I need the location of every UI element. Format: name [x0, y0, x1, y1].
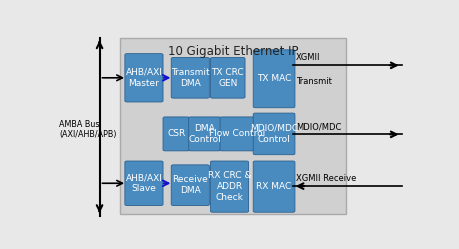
FancyBboxPatch shape — [171, 165, 209, 205]
Text: XGMII: XGMII — [295, 54, 319, 62]
FancyBboxPatch shape — [210, 58, 245, 98]
Text: MDIO/MDC: MDIO/MDC — [295, 123, 340, 131]
Text: TX CRC
GEN: TX CRC GEN — [211, 68, 244, 88]
Text: RX CRC &
ADDR
Check: RX CRC & ADDR Check — [207, 171, 251, 202]
FancyBboxPatch shape — [124, 54, 162, 102]
FancyBboxPatch shape — [162, 117, 189, 151]
Text: Receive
DMA: Receive DMA — [172, 175, 208, 195]
FancyBboxPatch shape — [188, 117, 220, 151]
Text: AHB/AXI
Slave: AHB/AXI Slave — [125, 173, 162, 193]
Text: XGMII Receive: XGMII Receive — [295, 174, 355, 183]
FancyBboxPatch shape — [252, 113, 294, 155]
Text: AMBA Bus
(AXI/AHB/APB): AMBA Bus (AXI/AHB/APB) — [59, 120, 117, 139]
FancyBboxPatch shape — [124, 161, 162, 205]
FancyBboxPatch shape — [171, 58, 209, 98]
Text: DMA
Control: DMA Control — [188, 124, 221, 144]
Text: Transmit: Transmit — [295, 77, 331, 86]
Text: RX MAC: RX MAC — [256, 182, 291, 191]
Text: Transmit
DMA: Transmit DMA — [171, 68, 209, 88]
Text: 10 Gigabit Ethernet IP: 10 Gigabit Ethernet IP — [168, 45, 298, 58]
FancyBboxPatch shape — [210, 161, 248, 212]
Text: CSR: CSR — [167, 129, 185, 138]
FancyBboxPatch shape — [219, 117, 254, 151]
Text: Flow Control: Flow Control — [209, 129, 265, 138]
Text: AHB/AXI
Master: AHB/AXI Master — [125, 68, 162, 88]
FancyBboxPatch shape — [252, 50, 294, 108]
FancyBboxPatch shape — [120, 38, 346, 214]
FancyBboxPatch shape — [252, 161, 294, 212]
Text: TX MAC: TX MAC — [256, 74, 291, 83]
Text: MDIO/MDC
Control: MDIO/MDC Control — [250, 124, 297, 144]
